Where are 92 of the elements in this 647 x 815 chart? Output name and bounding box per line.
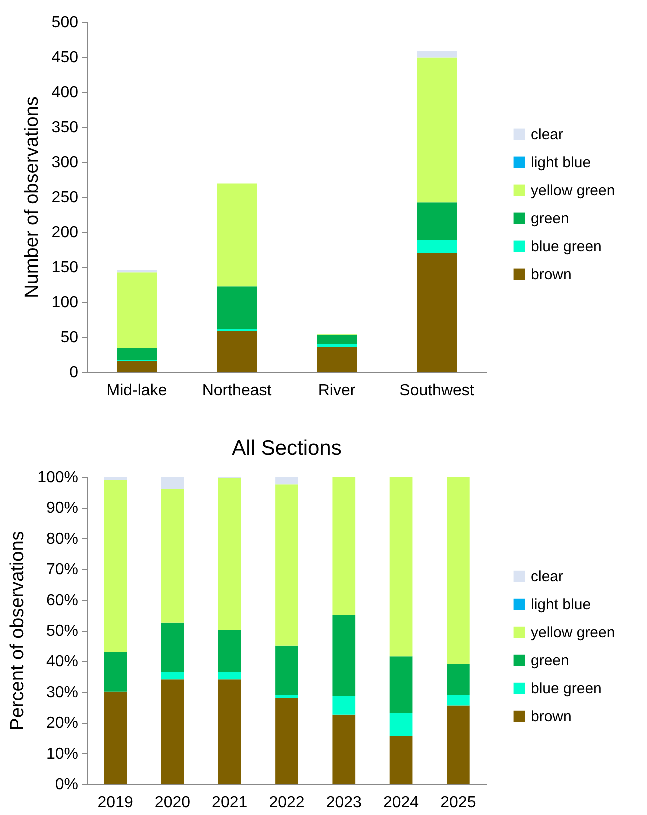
- bar: [104, 692, 127, 784]
- bar: [417, 58, 457, 203]
- bar: [390, 736, 413, 784]
- bar: [161, 489, 184, 623]
- bar: [417, 202, 457, 240]
- legend-label: light blue: [531, 596, 592, 614]
- y-tick-label: 100: [52, 294, 79, 312]
- bar: [104, 652, 127, 692]
- legend-label: yellow green: [531, 624, 616, 642]
- y-tick-label: 30%: [46, 684, 78, 702]
- bar: [390, 477, 413, 657]
- x-tick-label: Southwest: [400, 382, 475, 400]
- y-tick-label: 450: [52, 50, 79, 66]
- y-tick-label: 0: [70, 364, 79, 382]
- bar: [276, 646, 298, 695]
- bar: [104, 480, 127, 652]
- bar: [117, 348, 157, 360]
- bar: [104, 477, 127, 480]
- bar: [332, 714, 356, 784]
- bar: [447, 477, 470, 664]
- x-tick-label: Northeast: [202, 382, 272, 400]
- y-tick-label: 90%: [46, 500, 78, 518]
- bar: [161, 622, 184, 672]
- bar: [317, 348, 357, 372]
- y-tick-label: 150: [52, 260, 79, 276]
- y-tick-label: 300: [52, 154, 79, 172]
- y-tick-label: 50: [60, 330, 79, 346]
- x-tick-label: 2022: [269, 794, 305, 812]
- legend-label: clear: [531, 126, 564, 144]
- y-tick-label: 350: [52, 120, 79, 136]
- bar: [161, 680, 184, 784]
- y-axis-title: Number of observations: [22, 96, 43, 298]
- legend-label: blue green: [531, 680, 602, 698]
- bar: [317, 334, 357, 344]
- x-tick-label: 2019: [98, 794, 134, 812]
- y-tick-label: 10%: [46, 746, 78, 763]
- bar: [217, 184, 257, 287]
- bar: [117, 362, 157, 372]
- bar: [276, 477, 298, 485]
- bar: [332, 615, 356, 697]
- bar: [276, 698, 298, 784]
- legend-label: clear: [531, 568, 564, 586]
- bar: [117, 272, 157, 348]
- bar: [390, 713, 413, 736]
- x-tick-label: River: [318, 382, 356, 400]
- y-tick-label: 250: [52, 190, 79, 206]
- bar: [390, 656, 413, 714]
- x-tick-label: 2023: [326, 794, 362, 812]
- y-tick-label: 60%: [46, 592, 78, 610]
- y-axis-title: Percent of observations: [8, 531, 29, 731]
- bar: [332, 477, 356, 616]
- bar: [417, 240, 457, 253]
- x-tick-label: 2020: [154, 794, 191, 812]
- legend-label: green: [531, 652, 570, 670]
- bar: [218, 680, 242, 784]
- bar: [417, 253, 457, 372]
- bar: [332, 696, 356, 715]
- y-tick-label: 40%: [46, 654, 78, 671]
- legend-label: brown: [531, 266, 572, 284]
- bar: [417, 51, 457, 58]
- y-tick-label: 200: [52, 224, 79, 242]
- bar: [447, 706, 470, 784]
- y-tick-label: 400: [52, 84, 79, 102]
- y-tick-label: 80%: [46, 530, 78, 548]
- x-tick-label: 2021: [212, 794, 248, 812]
- bar: [276, 694, 298, 698]
- chart-title: All Sections: [232, 437, 342, 460]
- bar: [276, 484, 298, 646]
- bar: [161, 672, 184, 680]
- legend-label: yellow green: [531, 182, 616, 200]
- y-tick-label: 500: [52, 14, 79, 32]
- bar: [447, 694, 470, 706]
- y-tick-label: 20%: [46, 715, 78, 732]
- bar: [218, 672, 242, 680]
- x-tick-label: Mid-lake: [106, 382, 168, 400]
- bar: [217, 331, 257, 372]
- y-tick-label: 100%: [38, 470, 78, 486]
- legend-label: green: [531, 210, 570, 228]
- bar: [218, 478, 242, 630]
- legend-label: light blue: [531, 154, 592, 172]
- y-tick-label: 50%: [46, 623, 78, 640]
- bar: [218, 630, 242, 672]
- bar: [447, 664, 470, 695]
- y-tick-label: 70%: [46, 562, 78, 579]
- bar: [161, 477, 184, 490]
- bar: [317, 344, 357, 348]
- legend-label: blue green: [531, 238, 602, 256]
- bar: [217, 286, 257, 330]
- y-tick-label: 0%: [55, 776, 78, 794]
- legend-label: brown: [531, 708, 572, 726]
- x-tick-label: 2025: [440, 794, 476, 812]
- x-tick-label: 2024: [383, 794, 420, 812]
